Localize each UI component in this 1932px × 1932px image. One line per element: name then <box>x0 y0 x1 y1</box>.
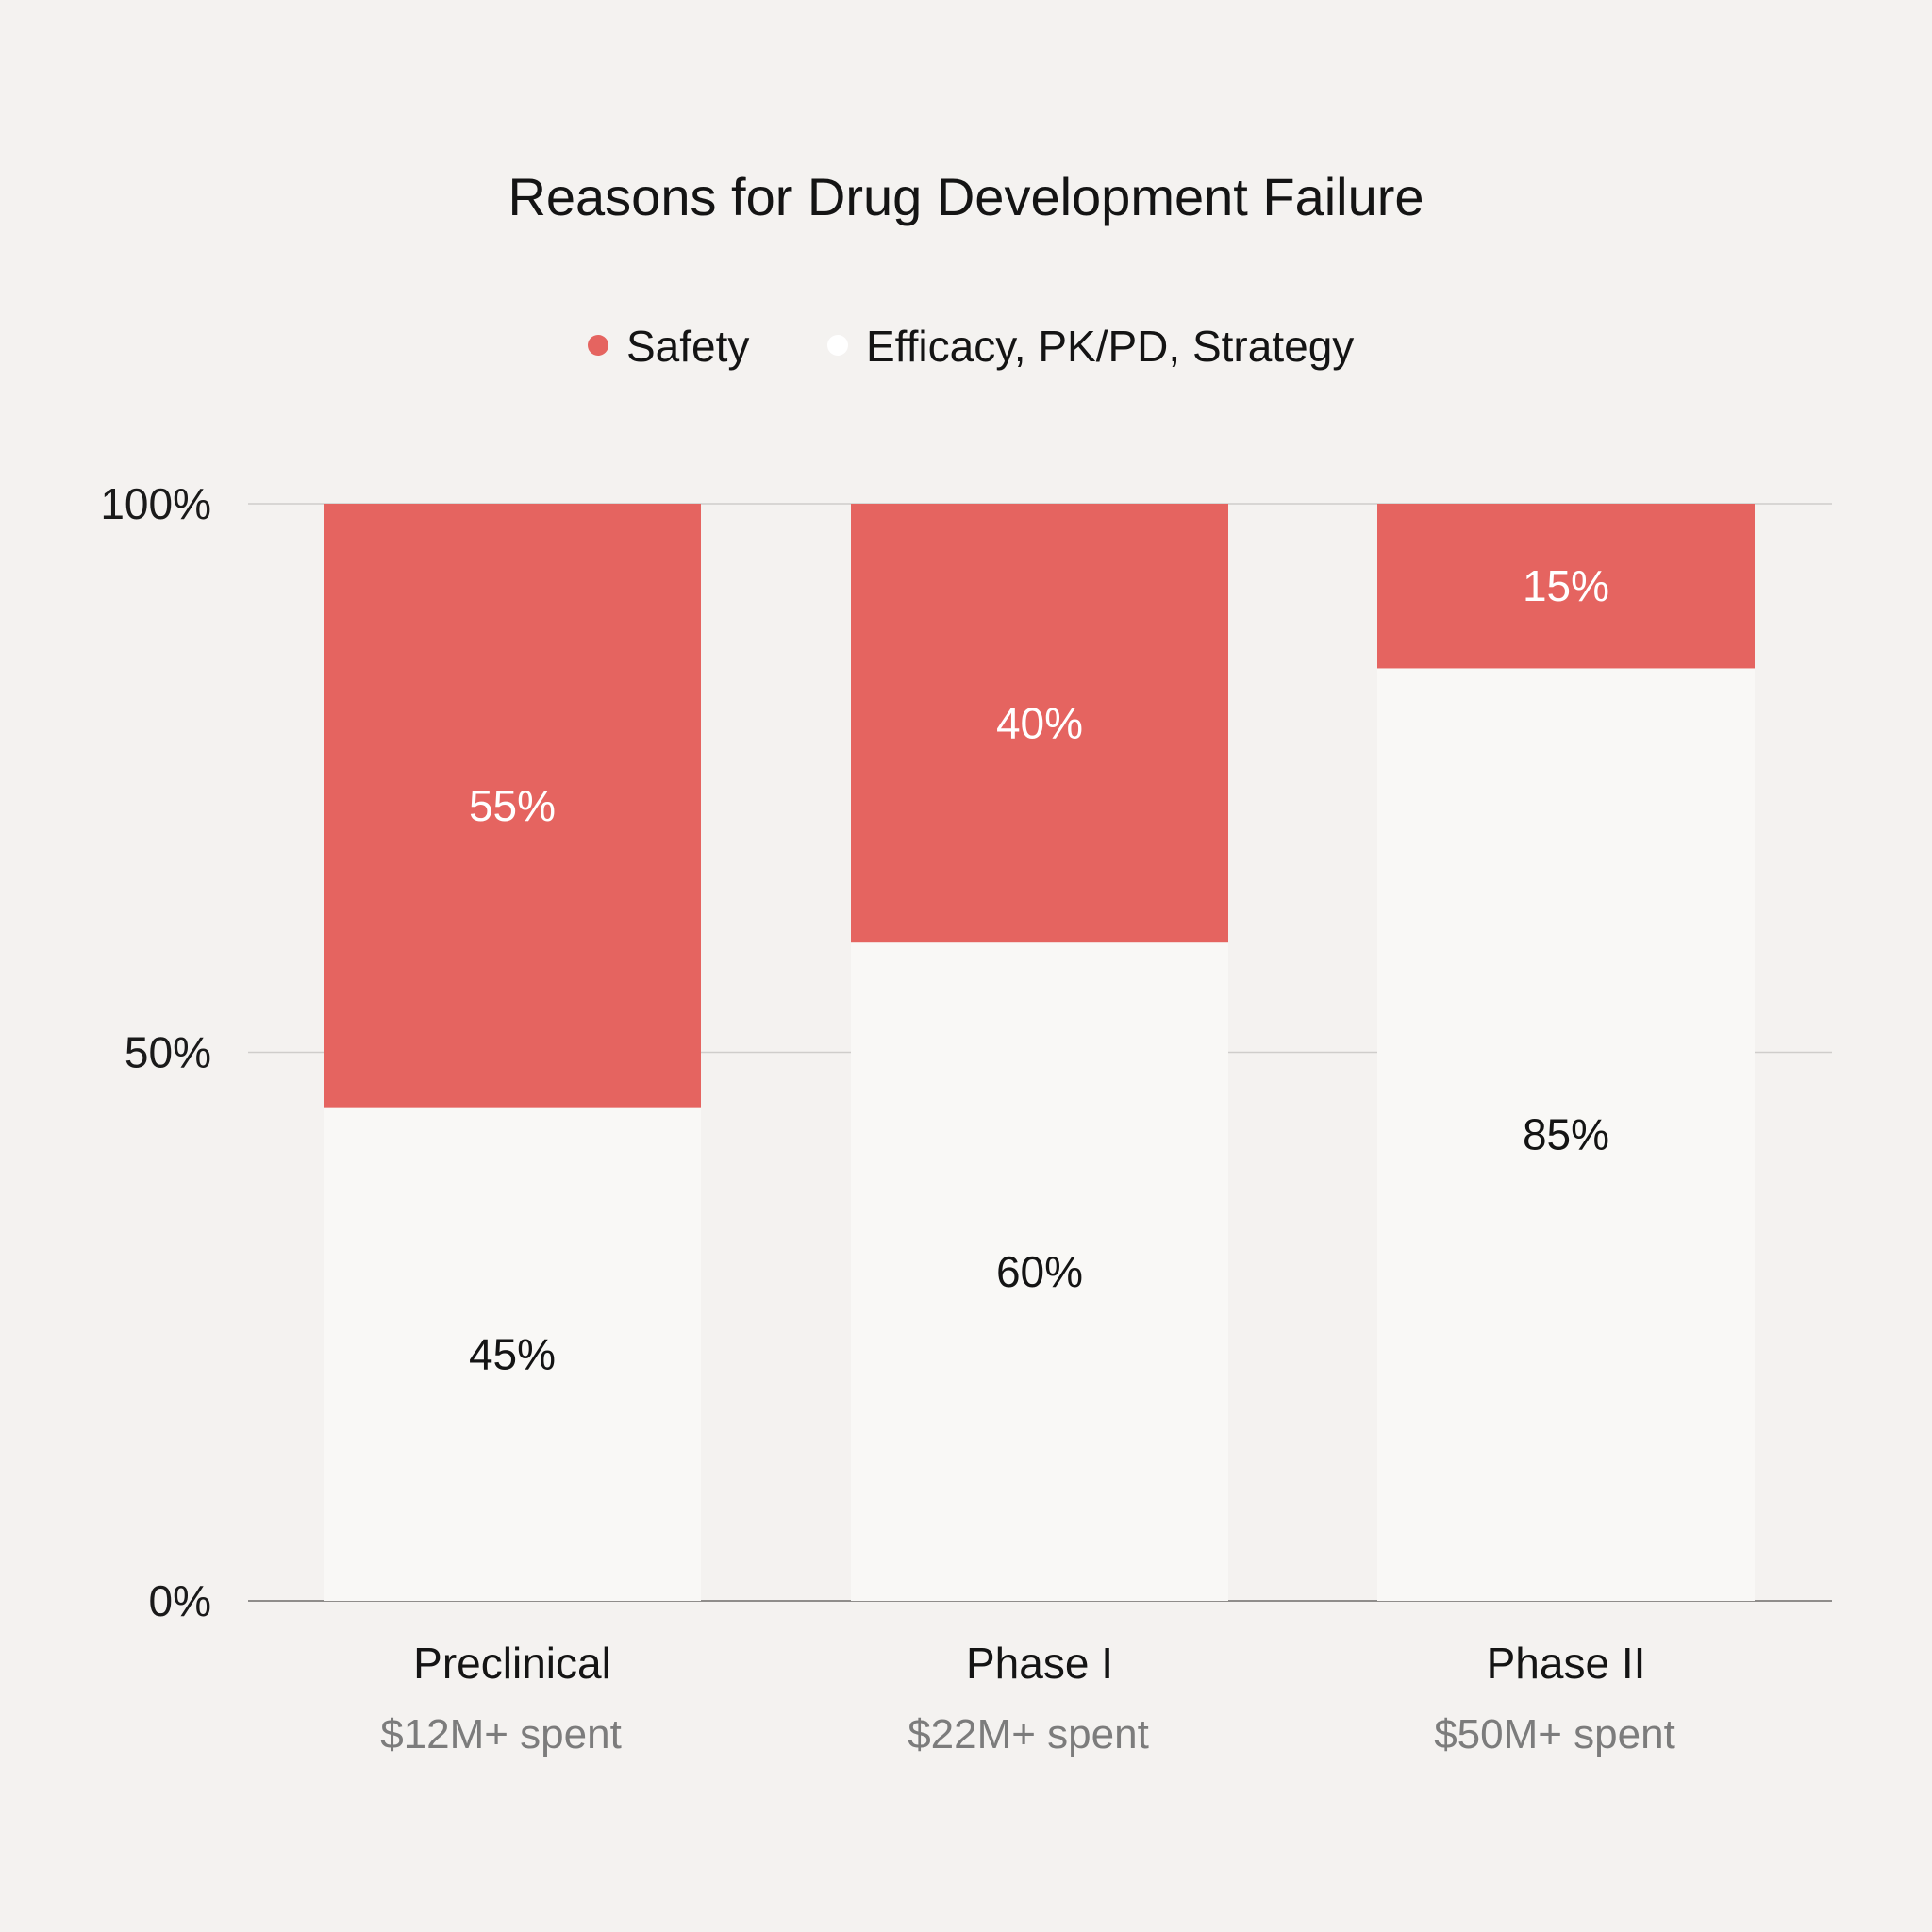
x-tick-subtitle-0: $12M+ spent <box>380 1711 622 1757</box>
x-tick-subtitle-1: $22M+ spent <box>908 1711 1149 1757</box>
y-tick-label-0: 0% <box>149 1576 211 1625</box>
bar-phase-i-efficacy-pk-pd-strategy <box>851 942 1228 1601</box>
bar-preclinical-safety <box>324 504 701 1108</box>
value-label-phase-ii-0: 85% <box>1523 1110 1609 1159</box>
value-label-preclinical-1: 55% <box>469 781 556 830</box>
bar-phase-i-safety <box>851 504 1228 943</box>
value-label-phase-i-0: 60% <box>996 1247 1083 1296</box>
x-tick-label-1: Phase I <box>966 1639 1113 1688</box>
x-tick-label-0: Preclinical <box>413 1639 611 1688</box>
x-tick-label-2: Phase II <box>1487 1639 1646 1688</box>
x-axis: Preclinical $12M+ spent Phase I $22M+ spent… <box>380 1639 1675 1757</box>
bar-phase-ii-efficacy-pk-pd-strategy <box>1377 668 1755 1601</box>
bar-preclinical-efficacy-pk-pd-strategy <box>324 1107 701 1601</box>
legend-swatch-1 <box>827 335 848 356</box>
value-label-phase-ii-1: 15% <box>1523 561 1609 610</box>
legend-label-1: Efficacy, PK/PD, Strategy <box>866 322 1354 371</box>
value-labels: 45% 55% 60% 40% 85% 15% <box>469 561 1609 1378</box>
chart-title: Reasons for Drug Development Failure <box>508 167 1424 226</box>
value-label-preclinical-0: 45% <box>469 1329 556 1378</box>
legend-swatch-0 <box>588 335 608 356</box>
x-tick-subtitle-2: $50M+ spent <box>1434 1711 1675 1757</box>
y-tick-label-100: 100% <box>100 479 211 528</box>
value-label-phase-i-1: 40% <box>996 699 1083 748</box>
legend-label-0: Safety <box>626 322 749 371</box>
bars <box>324 504 1755 1601</box>
y-tick-label-50: 50% <box>125 1028 211 1077</box>
bar-phase-ii-safety <box>1377 504 1755 669</box>
legend: Safety Efficacy, PK/PD, Strategy <box>588 322 1354 371</box>
